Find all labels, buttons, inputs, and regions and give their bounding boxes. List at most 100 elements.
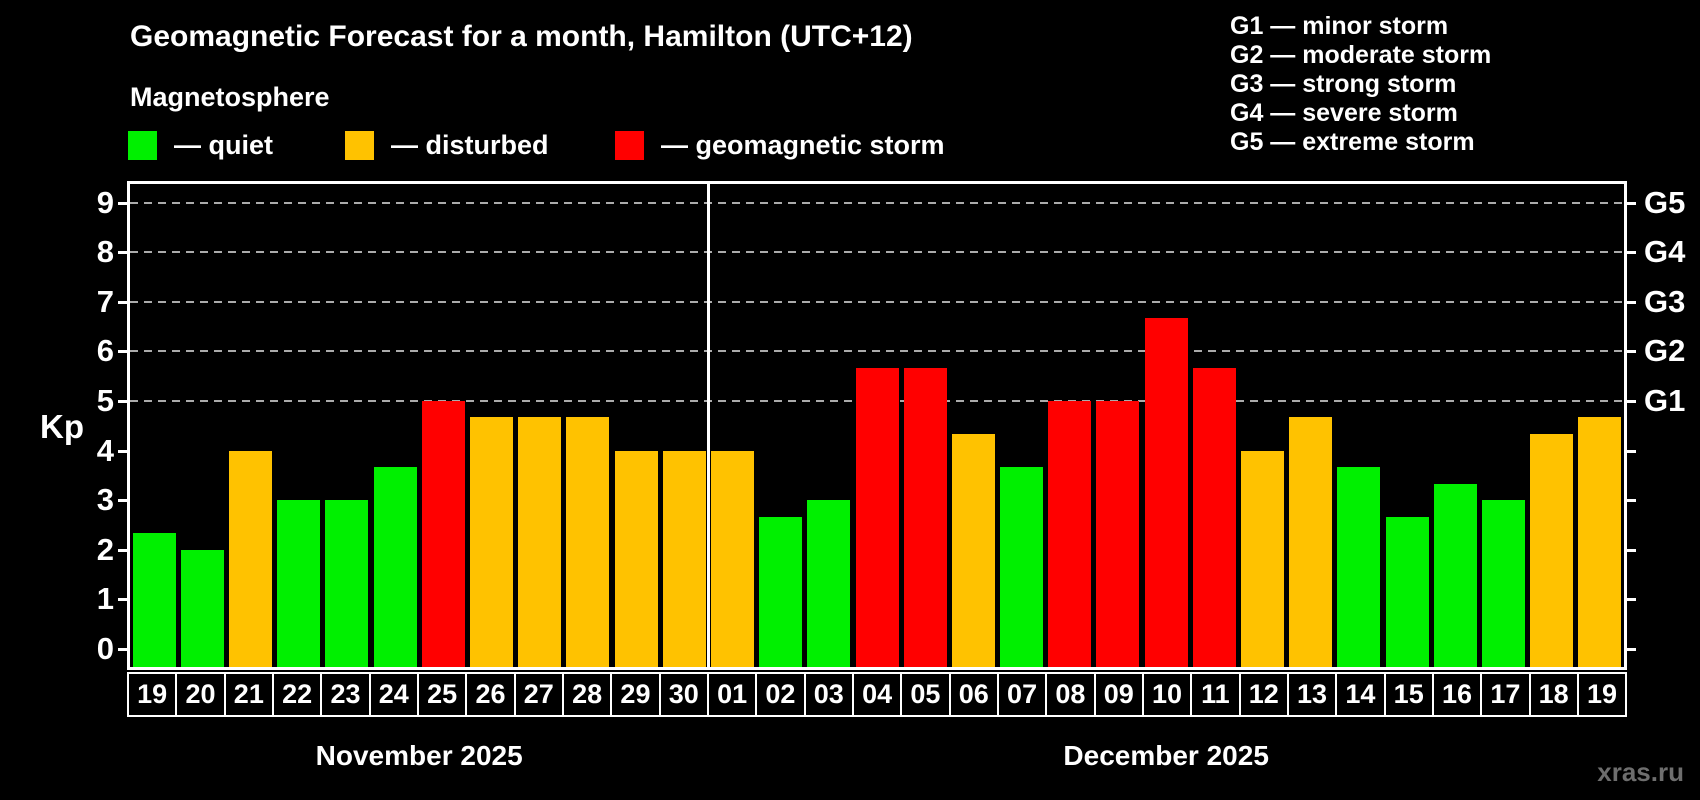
quiet-swatch	[128, 130, 157, 160]
day-label-dec-04: 04	[851, 674, 900, 715]
y-tick-9	[118, 201, 127, 205]
bar-dec-17	[1482, 500, 1526, 667]
bar-nov-23	[325, 500, 369, 667]
day-label-nov-21: 21	[223, 674, 272, 715]
bar-nov-21	[228, 450, 272, 667]
day-label-dec-01: 01	[706, 674, 755, 715]
bar-dec-15	[1385, 516, 1429, 667]
right-tick-8	[1627, 251, 1636, 255]
day-label-dec-19: 19	[1576, 674, 1625, 715]
disturbed-swatch	[345, 130, 374, 160]
bar-dec-13	[1289, 417, 1333, 667]
g-label-G3: G3	[1644, 283, 1686, 319]
legend-item-quiet: — quiet	[128, 130, 273, 160]
legend-label-quiet: — quiet	[174, 129, 273, 160]
bar-dec-09	[1096, 401, 1140, 667]
y-tick-8	[118, 251, 127, 255]
y-tick-label-2: 2	[96, 531, 114, 567]
day-label-dec-17: 17	[1480, 674, 1528, 715]
g-label-G2: G2	[1644, 333, 1686, 369]
day-label-dec-07: 07	[996, 674, 1045, 715]
month-label-december: December 2025	[1063, 740, 1269, 771]
plot-area	[127, 181, 1627, 670]
g-scale-legend-line-1: G1 — minor storm	[1230, 12, 1449, 40]
bar-dec-11	[1192, 367, 1236, 667]
right-tick-5	[1627, 400, 1636, 403]
bar-dec-14	[1337, 466, 1381, 667]
y-tick-label-5: 5	[96, 383, 114, 418]
day-label-nov-22: 22	[271, 674, 320, 715]
right-tick-2	[1627, 548, 1636, 552]
y-tick-7	[118, 300, 127, 304]
day-label-dec-13: 13	[1286, 674, 1335, 715]
day-axis: 19 20 21 22 23 24 25 26 27 28 29 30 01 02 03 04 05 06 07 08…	[127, 672, 1627, 717]
kp-gridline-8	[130, 251, 1624, 254]
bar-dec-08	[1048, 401, 1092, 667]
g-scale-legend: G1 — minor storm G2 — moderate storm G3 — …	[1230, 12, 1491, 157]
legend-item-disturbed: — disturbed	[345, 130, 549, 160]
bar-nov-30	[662, 450, 706, 667]
bar-nov-27	[518, 417, 562, 667]
y-tick-label-7: 7	[96, 283, 114, 319]
bar-nov-25	[421, 401, 465, 667]
bar-nov-22	[277, 500, 321, 667]
y-tick-5	[118, 400, 127, 403]
y-tick-label-1: 1	[96, 581, 114, 617]
g-scale-legend-line-5: G5 — extreme storm	[1230, 128, 1475, 156]
y-tick-0	[118, 648, 127, 651]
y-tick-4	[118, 449, 127, 453]
watermark: xras.ru	[1597, 757, 1684, 787]
day-label-dec-10: 10	[1141, 674, 1190, 715]
bar-nov-24	[373, 466, 417, 667]
legend-label-storm: — geomagnetic storm	[661, 129, 945, 160]
g-label-G1: G1	[1644, 383, 1686, 418]
day-label-dec-16: 16	[1431, 674, 1480, 715]
day-label-dec-06: 06	[948, 674, 997, 715]
day-label-nov-20: 20	[175, 674, 223, 715]
right-tick-1	[1627, 598, 1636, 602]
day-label-nov-28: 28	[561, 674, 610, 715]
y-tick-1	[118, 598, 127, 602]
month-divider	[706, 184, 710, 667]
y-tick-3	[118, 499, 127, 503]
kp-gridline-7	[130, 300, 1624, 303]
y-tick-label-3: 3	[96, 482, 114, 518]
day-label-nov-19: 19	[137, 679, 168, 709]
y-axis-label: Kp	[40, 408, 84, 445]
bar-nov-19	[132, 533, 176, 667]
bar-dec-18	[1530, 434, 1574, 667]
day-label-dec-18: 18	[1528, 674, 1577, 715]
g-scale-legend-line-3: G3 — strong storm	[1230, 70, 1457, 98]
storm-swatch	[615, 130, 644, 160]
g-scale-legend-line-4: G4 — severe storm	[1230, 99, 1458, 127]
day-label-dec-14: 14	[1335, 674, 1383, 715]
bar-dec-03	[807, 500, 851, 667]
right-tick-4	[1627, 449, 1636, 453]
y-tick-6	[118, 350, 127, 354]
bar-dec-07	[1000, 466, 1044, 667]
bar-dec-04	[855, 367, 899, 667]
y-tick-2	[118, 548, 127, 552]
bar-dec-12	[1241, 450, 1285, 667]
g-scale-legend-line-2: G2 — moderate storm	[1230, 41, 1492, 69]
right-tick-3	[1627, 499, 1636, 503]
bar-dec-05	[903, 367, 947, 667]
y-tick-label-8: 8	[96, 234, 114, 270]
bar-nov-28	[566, 417, 610, 667]
day-label-nov-27: 27	[513, 674, 562, 715]
g-label-G5: G5	[1644, 184, 1686, 220]
legend-item-storm: — geomagnetic storm	[615, 130, 945, 160]
bar-dec-10	[1144, 318, 1188, 667]
bar-nov-26	[469, 417, 513, 667]
kp-gridline-6	[130, 350, 1624, 353]
month-label-november: November 2025	[315, 740, 523, 771]
chart-subtitle: Magnetosphere	[130, 82, 330, 112]
day-label-dec-08: 08	[1045, 674, 1093, 715]
chart-title: Geomagnetic Forecast for a month, Hamilt…	[130, 20, 913, 53]
day-label-nov-30: 30	[658, 674, 707, 715]
day-label-nov-25: 25	[416, 674, 465, 715]
day-label-dec-02: 02	[755, 674, 803, 715]
day-label-nov-26: 26	[465, 674, 513, 715]
day-label-dec-09: 09	[1093, 674, 1142, 715]
